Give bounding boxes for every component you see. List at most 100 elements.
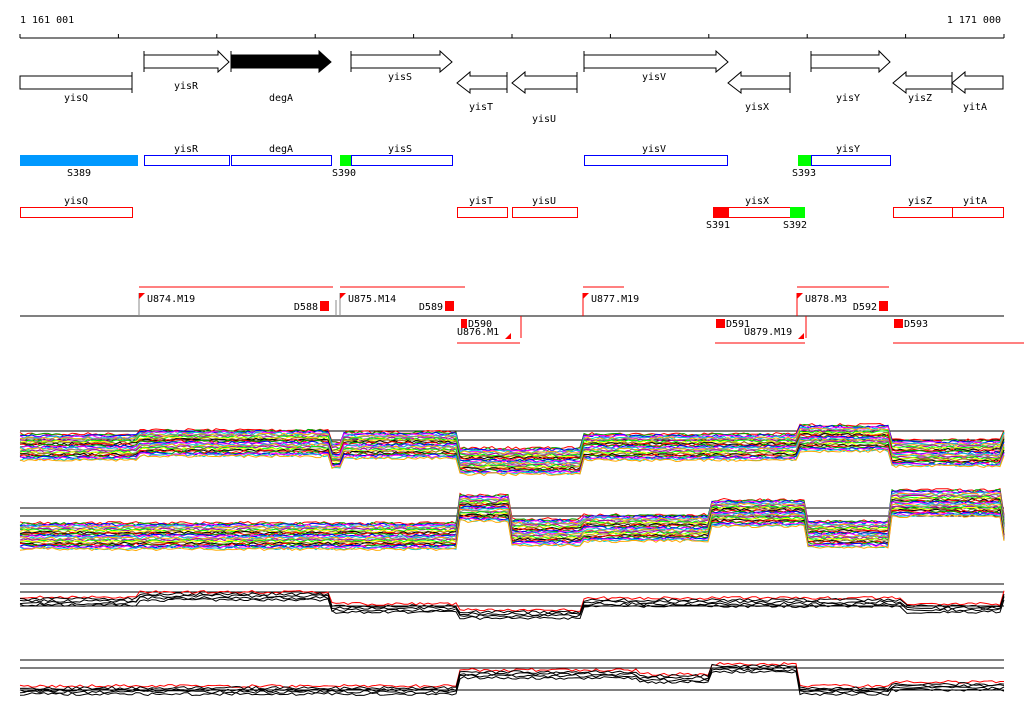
site-S390[interactable] [340,155,351,166]
terminator-icon [461,319,467,328]
expression-profile-line [19,488,1005,526]
segment-yisY[interactable] [811,155,891,166]
gene-degA[interactable] [230,49,332,74]
promoter-flag-icon [797,293,803,299]
gene-yisV[interactable] [583,49,729,74]
transcription-unit-track: U874.M19 D588 U875.M14 D589 D590 U876.M1… [20,286,1024,344]
gene-yitA[interactable] [951,70,1004,95]
expression-profile-line [19,661,1004,688]
gene-yisU[interactable] [511,70,578,95]
expression-profile-line [19,670,1005,697]
segment-yitA[interactable] [952,207,1004,218]
downstream-label[interactable]: D588 [294,302,318,313]
site-label: S393 [792,168,816,179]
gene-yisY[interactable] [810,49,891,74]
gene-yisX[interactable] [727,70,791,95]
ruler-start-label: 1 161 001 [20,15,74,26]
gene-label: yisV [642,72,666,83]
upstream-label[interactable]: U877.M19 [591,294,639,305]
promoter-flag-icon [139,293,145,299]
gene-label: yisT [469,102,493,113]
gene-label: yitA [963,102,987,113]
gene-yisZ[interactable] [892,70,953,95]
site-label: S390 [332,168,356,179]
segment-yisV[interactable] [584,155,728,166]
gene-label: yisR [174,81,199,92]
expression-profile-line [19,598,1005,620]
terminator-icon [320,301,329,311]
site-S392[interactable] [790,207,805,218]
gene-yisS[interactable] [350,49,453,74]
segment-label: yisU [532,196,556,207]
segment-yisQ[interactable] [20,207,133,218]
expression-profile-line [19,504,1005,542]
terminator-icon [894,319,903,328]
upstream-label[interactable]: U876.M1 [457,327,499,338]
upstream-label[interactable]: U879.M19 [744,327,792,338]
expression-profile-line [19,506,1005,544]
segment-yisR[interactable] [144,155,230,166]
site-label: S389 [67,168,91,179]
expression-profile-line [19,667,1005,695]
upstream-label[interactable]: U874.M19 [147,294,195,305]
segment-label: yitA [963,196,987,207]
segment-label: yisX [745,196,769,207]
site-S389[interactable] [20,155,138,166]
expression-profile-line [19,497,1005,535]
expression-profile-line [19,449,1005,477]
segment-yisS[interactable] [351,155,453,166]
forward-segment-track: S389 yisR degA S390 yisS yisV S393 yisY [20,144,891,179]
expression-profile-line [19,488,1005,526]
site-S393[interactable] [798,155,811,166]
expression-profile-line [20,490,1005,528]
gene-label: yisZ [908,93,932,104]
expression-profile-line [19,514,1005,552]
gene-label: yisY [836,93,860,104]
downstream-label[interactable]: D590 [468,319,492,330]
expression-profile-line [19,592,1005,615]
terminator-icon [445,301,454,311]
upstream-label[interactable]: U875.M14 [348,294,396,305]
gene-label: yisQ [64,93,88,104]
downstream-label[interactable]: D592 [853,302,877,313]
segment-label: yisY [836,144,860,155]
expression-tracks [19,422,1005,697]
gene-yisQ[interactable] [19,75,133,90]
gene-label: yisU [532,114,556,125]
segment-yisZ[interactable] [893,207,953,218]
promoter-flag-icon [583,293,589,299]
segment-label: yisV [642,144,666,155]
downstream-label[interactable]: D591 [726,319,750,330]
segment-yisU[interactable] [512,207,578,218]
segment-yisT[interactable] [457,207,508,218]
expression-profile-line [19,429,1005,457]
segment-label: degA [269,144,293,155]
segment-degA[interactable] [231,155,332,166]
site-label: S392 [783,220,807,231]
segment-label: yisQ [64,196,88,207]
gene-yisR[interactable] [143,49,230,74]
expression-profile-line [19,433,1005,461]
expression-profile-line [19,663,1005,691]
expression-profile-line [19,590,1005,612]
reverse-segment-track: yisQ yisT yisU yisX S391 S392 yisZ yitA [20,196,1004,231]
gene-yisT[interactable] [456,70,508,95]
expression-profile-line [19,502,1005,540]
downstream-label[interactable]: D589 [419,302,443,313]
downstream-label[interactable]: D593 [904,319,928,330]
site-S391[interactable] [713,207,729,218]
site-label: S391 [706,220,730,231]
promoter-flag-icon [505,333,511,339]
upstream-label[interactable]: U878.M3 [805,294,847,305]
gene-annotation-track: yisQ yisR degA yisS yisT yisU yisV yisX … [19,49,1004,125]
terminator-icon [716,319,725,328]
promoter-flag-icon [340,293,346,299]
gene-label: degA [269,93,293,104]
segment-label: yisZ [908,196,932,207]
expression-profile-line [19,426,1005,454]
segment-label: yisR [174,144,199,155]
expression-profile-line [19,666,1005,693]
segment-label: yisT [469,196,493,207]
ruler-end-label: 1 171 000 [947,15,1001,26]
